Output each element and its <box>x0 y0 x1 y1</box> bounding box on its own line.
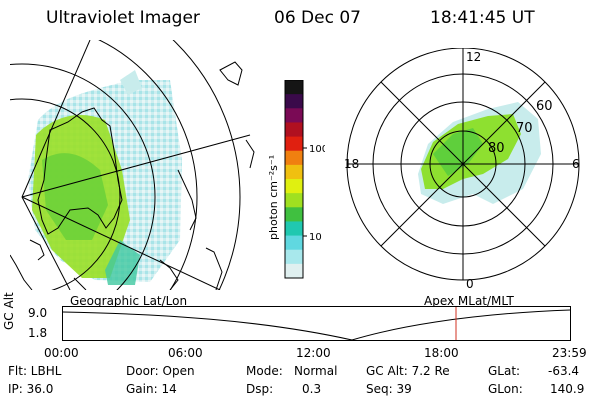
altitude-curve <box>62 309 571 341</box>
instrument-title: Ultraviolet Imager <box>46 8 200 28</box>
colorbar-stop <box>285 207 303 222</box>
mode-label: Mode: <box>246 364 283 378</box>
colorbar-tick-10: 10 <box>309 232 322 243</box>
x-tick-1200: 12:00 <box>296 346 331 360</box>
dsp-value: 0.3 <box>302 382 322 396</box>
x-tick-0000: 00:00 <box>44 346 79 360</box>
colorbar: 100 10 photon cm⁻²s⁻¹ <box>267 80 325 279</box>
colorbar-stop <box>285 179 303 194</box>
left-map-label: Geographic Lat/Lon <box>70 294 188 308</box>
filter-info: Flt: LBHL <box>8 364 62 378</box>
right-map-label: Apex MLat/MLT <box>424 294 514 308</box>
colorbar-stop <box>285 263 303 279</box>
door-info: Door: Open <box>126 364 195 378</box>
mode-value: Normal <box>294 364 338 378</box>
mlat-60-label: 60 <box>536 99 553 114</box>
gc-alt-info: GC Alt: 7.2 Re <box>366 364 450 378</box>
x-tick-1800: 18:00 <box>424 346 459 360</box>
glat-label: GLat: <box>488 364 521 378</box>
geographic-map <box>10 40 255 290</box>
mlat-80-label: 80 <box>488 141 505 156</box>
mlt-0-label: 0 <box>466 277 474 291</box>
coastline-outline <box>10 61 255 290</box>
gain-info: Gain: 14 <box>126 382 177 396</box>
x-tick-0600: 06:00 <box>168 346 203 360</box>
glon-value: 140.9 <box>550 382 585 396</box>
colorbar-stop <box>285 80 303 95</box>
colorbar-stop <box>285 108 303 123</box>
mlt-12-label: 12 <box>466 50 481 64</box>
alt-tick-high: 9.0 <box>28 306 48 320</box>
glon-label: GLon: <box>488 382 523 396</box>
mlt-6-label: 6 <box>572 157 580 171</box>
colorbar-stop <box>285 249 303 265</box>
altitude-plot <box>62 306 571 341</box>
ip-info: IP: 36.0 <box>8 382 54 396</box>
seq-info: Seq: 39 <box>366 382 412 396</box>
time-label: 18:41:45 UT <box>430 8 535 28</box>
colorbar-unit-label: photon cm⁻²s⁻¹ <box>267 155 280 240</box>
colorbar-stop <box>285 136 303 152</box>
gc-alt-axis-label: GC Alt <box>2 292 16 330</box>
colorbar-stop <box>285 221 303 237</box>
colorbar-stop <box>285 164 303 180</box>
colorbar-stop <box>285 122 303 138</box>
dsp-label: Dsp: <box>246 382 274 396</box>
mlt-18-label: 18 <box>344 157 359 171</box>
x-tick-2359: 23:59 <box>552 346 587 360</box>
colorbar-stop <box>285 94 303 109</box>
mlat-70-label: 70 <box>516 121 533 136</box>
colorbar-stop <box>285 150 303 166</box>
colorbar-stop <box>285 193 303 208</box>
colorbar-stop <box>285 235 303 251</box>
polar-plot: 12 0 18 6 60 70 80 <box>344 48 580 291</box>
glat-value: -63.4 <box>548 364 580 378</box>
date-label: 06 Dec 07 <box>274 8 361 28</box>
colorbar-tick-100: 100 <box>309 144 325 155</box>
alt-tick-low: 1.8 <box>28 326 48 340</box>
